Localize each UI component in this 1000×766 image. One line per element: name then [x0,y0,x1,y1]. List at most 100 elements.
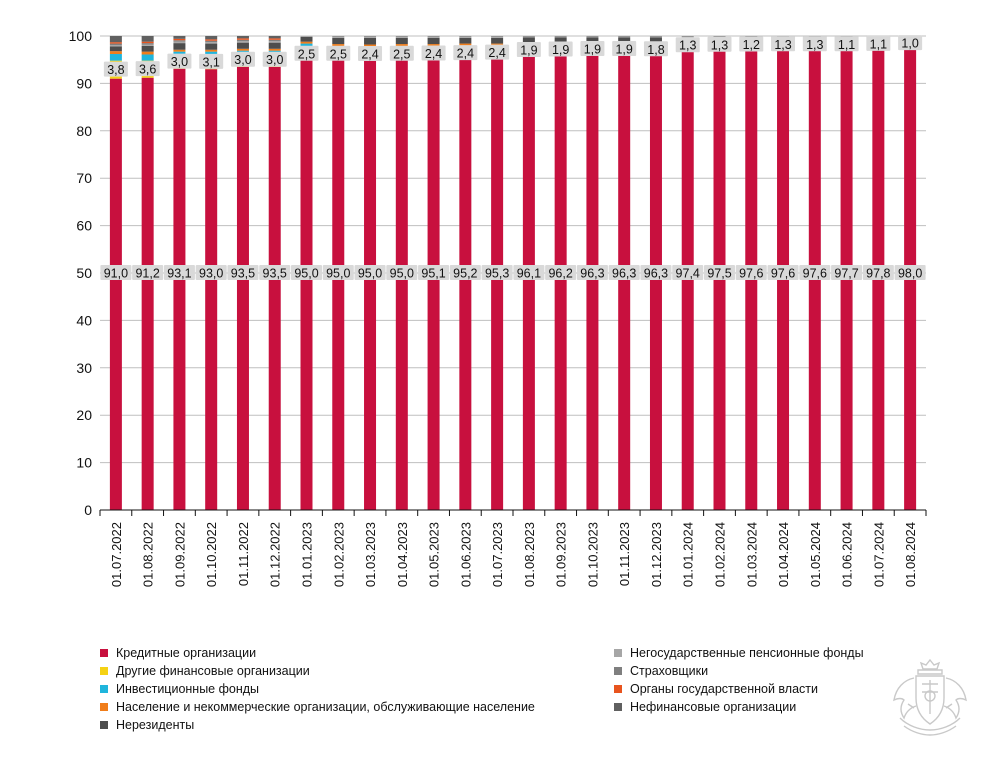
y-tick-label: 10 [76,455,92,471]
data-label: 97,5 [707,267,731,281]
data-label-bg [358,46,383,62]
data-label-bg [608,265,640,280]
y-tick-label: 50 [76,265,92,281]
bar-segment [427,44,440,47]
data-label-bg [227,265,259,280]
legend-item: Население и некоммерческие организации, … [100,700,535,714]
data-label: 1,1 [838,38,855,52]
data-label: 98,0 [898,267,922,281]
y-tick-label: 60 [76,218,92,234]
data-label: 95,1 [421,267,445,281]
bar-segment [649,53,662,511]
bar-segment [300,43,313,48]
data-label: 93,1 [167,267,191,281]
bar-segment [459,43,472,47]
bar-segment [427,59,440,510]
bar-segment [141,77,154,510]
bar-segment [173,68,186,511]
x-tick-label: 01.11.2023 [617,522,632,586]
bar-segment [141,54,154,61]
bar-segment [300,59,313,510]
data-label: 2,4 [361,48,378,62]
legend-item: Нефинансовые организации [614,700,796,714]
data-label: 91,0 [104,267,128,281]
x-tick-label: 01.11.2022 [236,522,251,586]
data-label: 3,0 [266,53,283,67]
bar-segment [109,54,122,61]
data-label-bg [100,265,132,280]
x-tick-label: 01.03.2023 [363,522,378,587]
bar-segment [268,42,281,49]
legend-label: Население и некоммерческие организации, … [116,700,535,714]
data-label: 93,5 [263,267,287,281]
x-tick-label: 01.12.2022 [268,522,283,587]
legend-item: Страховщики [614,664,708,678]
bar-segment [332,44,345,47]
data-label: 95,0 [294,267,318,281]
data-label: 95,0 [390,267,414,281]
bar-segment [236,38,249,40]
bar-segment [268,38,281,40]
grid-lines [100,35,926,464]
data-label-bg [834,36,859,52]
x-tick-label: 01.05.2023 [427,522,442,587]
bar-segment [109,46,122,52]
data-label: 2,5 [393,47,410,61]
bar-segment [491,58,504,510]
bar-segment [459,37,472,44]
x-tick-label: 01.10.2023 [585,522,600,587]
data-label: 91,2 [135,267,159,281]
data-label: 97,4 [676,267,700,281]
data-label-bg [513,265,545,280]
x-tick-label: 01.10.2022 [204,522,219,587]
bar-segment [395,44,408,47]
data-label: 93,0 [199,267,223,281]
bar-segment [268,48,281,51]
legend-label: Негосударственные пенсионные фонды [630,646,864,660]
bar-segment [554,36,567,38]
x-tick-label: 01.08.2024 [903,522,918,587]
data-label-bg [707,36,732,52]
legend-swatch [100,649,108,657]
x-tick-label: 01.02.2024 [713,522,728,587]
bar-segment [364,37,377,45]
x-tick-label: 01.06.2024 [840,522,855,587]
x-tick-label: 01.04.2023 [395,522,410,587]
data-label-bg [230,51,255,67]
bar-segment [332,59,345,510]
bar-segment [173,51,186,55]
bar-segment [649,37,662,44]
bar-segment [109,36,122,43]
data-label-bg [195,265,227,280]
data-labels: 91,0 3,8 91,2 3,6 93,1 3,0 93,0 3,1 93,5 3,0 93,5 3… [100,35,926,281]
x-tick-label: 01.04.2024 [776,522,791,587]
data-label: 96,3 [644,267,668,281]
y-tick-label: 20 [76,407,92,423]
stacked-bar-chart: 91,0 3,8 91,2 3,6 93,1 3,0 93,0 3,1 93,5 3,0 93,5 3… [69,28,927,587]
x-axis: 01.07.2022 01.08.2022 01.09.2022 01.10.2022… [99,509,927,587]
bar-segment [649,36,662,38]
x-tick-label: 01.07.2023 [490,522,505,587]
data-label-bg [739,36,764,52]
legend-label: Страховщики [630,664,709,678]
bar-segment [268,39,281,42]
y-tick-label: 0 [84,502,92,518]
bar-segment [364,59,377,510]
y-tick-label: 30 [76,360,92,376]
bar-segment [364,36,377,38]
legend-label: Нерезиденты [116,718,195,732]
bar-segment [395,36,408,38]
bar-segment [522,54,535,511]
legend-label: Нефинансовые организации [630,700,797,714]
y-tick-label: 70 [76,170,92,186]
x-tick-label: 01.09.2023 [554,522,569,587]
bar-segment [522,36,535,38]
bar-segment [109,43,122,46]
bars [109,36,917,511]
data-label: 1,2 [743,38,760,52]
bar-segment [236,50,249,53]
data-label: 2,5 [298,47,315,61]
bar-segment [681,36,694,38]
bar-segment [395,59,408,510]
data-label: 2,4 [488,46,505,60]
